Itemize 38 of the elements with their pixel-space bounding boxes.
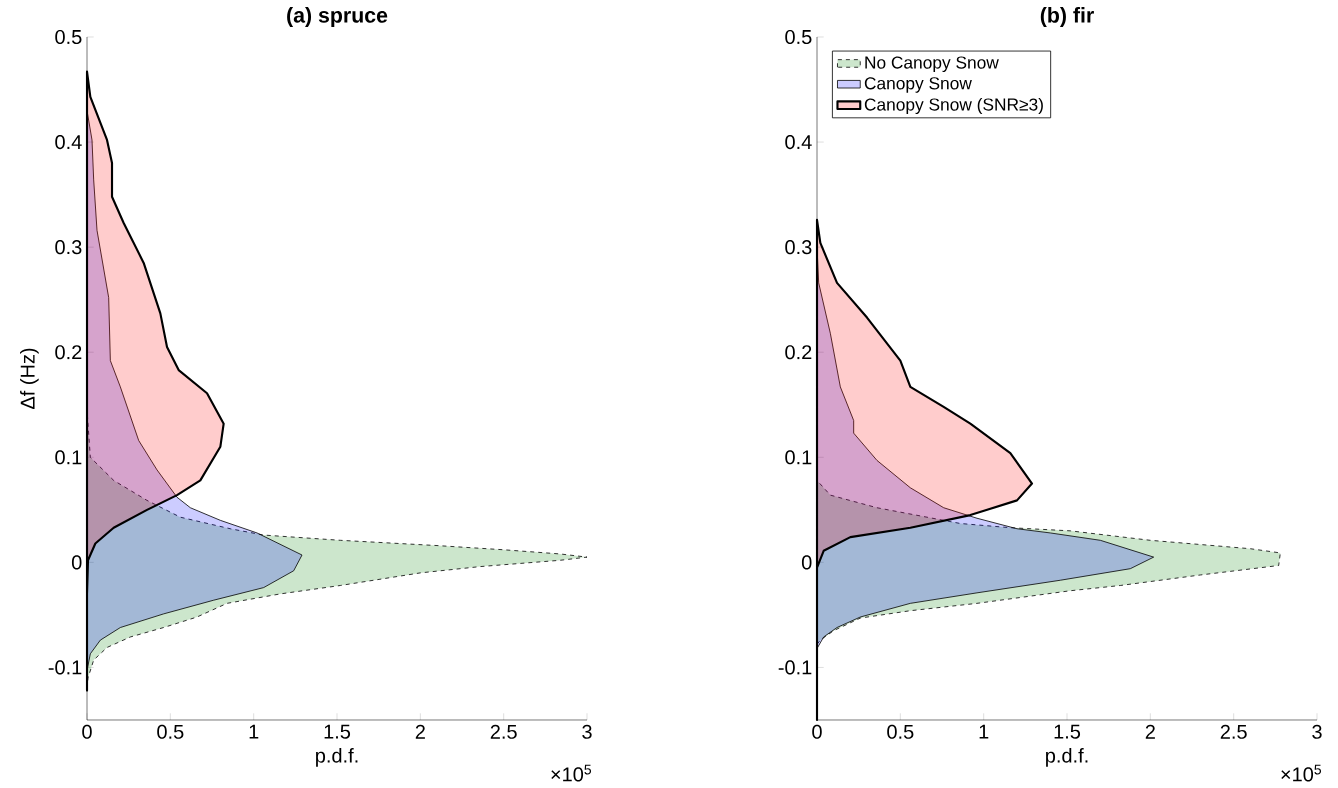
y-tick-label: -0.1	[48, 660, 82, 675]
legend-label: Canopy Snow	[864, 77, 972, 93]
y-tick-label: 0.1	[785, 450, 812, 465]
x-tick-label: 2.5	[490, 724, 517, 739]
x-tick-label: 3	[1312, 724, 1322, 739]
x-tick-label: 2	[415, 724, 425, 739]
x-tick-label: 1.5	[1054, 724, 1081, 739]
y-tick-label: -0.1	[778, 660, 812, 675]
x-axis-title: p.d.f.	[316, 748, 358, 767]
y-tick-label: 0.2	[55, 345, 82, 360]
y-tick-label: 0	[71, 555, 82, 570]
x-tick-label: 0	[82, 724, 92, 739]
x-tick-label: 1	[979, 724, 989, 739]
text: ×10$^{5}$	[551, 764, 592, 782]
y-tick-label: 0.1	[55, 450, 82, 465]
x-tick-label: 1.5	[324, 724, 351, 739]
x-tick-label: 2	[1145, 724, 1155, 739]
x-axis-title: p.d.f.	[1046, 748, 1088, 767]
x-tick-label: 0.5	[887, 724, 914, 739]
y-tick-label: 0	[801, 555, 812, 570]
chart-title: (a) spruce	[287, 7, 388, 27]
x-tick-label: 0.5	[157, 724, 184, 739]
y-tick-label: 0.4	[55, 134, 82, 150]
x-tick-label: 1	[249, 724, 259, 739]
y-tick-label: 0.3	[55, 240, 82, 255]
legend-label: No Canopy Snow	[865, 56, 999, 73]
y-axis-title: Δf (Hz)	[20, 348, 39, 410]
y-tick-label: 0.5	[785, 29, 812, 45]
x-tick-label: 2.5	[1220, 724, 1247, 739]
chart-title: (b) fir	[1040, 7, 1094, 27]
y-tick-label: 0.5	[55, 29, 82, 45]
x-tick-label: 0	[812, 724, 822, 739]
text: ×10$^{5}$	[1281, 764, 1322, 782]
y-tick-label: 0.3	[785, 240, 812, 255]
legend-label: Canopy Snow (SNR≥3)	[864, 97, 1043, 115]
y-tick-label: 0.2	[785, 345, 812, 360]
y-tick-label: 0.4	[785, 134, 812, 150]
x-tick-label: 3	[582, 724, 592, 739]
